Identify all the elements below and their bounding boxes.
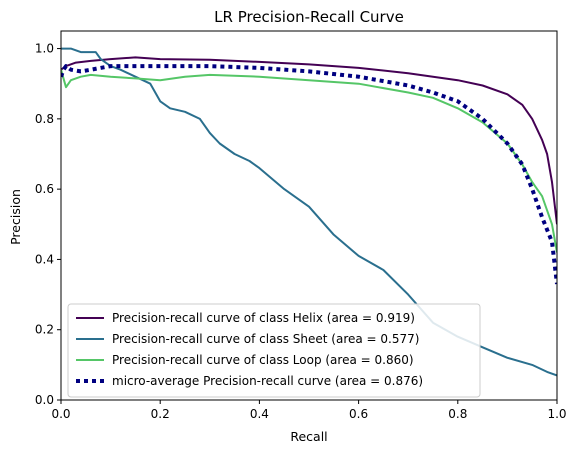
legend-entry-2: Precision-recall curve of class Sheet (a…: [112, 332, 419, 346]
y-tick-label: 0.8: [35, 112, 54, 126]
y-tick-label: 0.0: [35, 393, 54, 407]
y-tick-label: 0.6: [35, 182, 54, 196]
legend-box: [67, 303, 481, 398]
series-line-3: [61, 69, 557, 253]
legend-entry-1: Precision-recall curve of class Helix (a…: [112, 311, 415, 325]
x-tick-label: 1.0: [547, 407, 566, 421]
legend: Precision-recall curve of class Helix (a…: [67, 303, 481, 398]
legend-entry-3: Precision-recall curve of class Loop (ar…: [112, 353, 414, 367]
legend-entry-4: micro-average Precision-recall curve (ar…: [112, 374, 423, 388]
x-tick-label: 0.4: [250, 407, 269, 421]
x-tick-label: 0.6: [349, 407, 368, 421]
y-axis-label: Precision: [8, 189, 23, 245]
y-tick-label: 1.0: [35, 42, 54, 56]
y-tick-label: 0.4: [35, 252, 54, 266]
plot-area: 0.0 0.2 0.4 0.6 0.8 1.0 0.0 0.2 0.4 0.6 0.8 1.0: [35, 30, 567, 421]
y-tick-label: 0.2: [35, 323, 54, 337]
x-tick-label: 0.2: [151, 407, 170, 421]
chart-title: LR Precision-Recall Curve: [214, 8, 404, 26]
x-axis-label: Recall: [290, 429, 327, 444]
series-line-1: [61, 56, 557, 225]
plot-frame: [60, 30, 558, 401]
x-tick-label: 0.8: [448, 407, 467, 421]
x-tick-label: 0.0: [51, 407, 70, 421]
series-line-4: [61, 64, 557, 285]
